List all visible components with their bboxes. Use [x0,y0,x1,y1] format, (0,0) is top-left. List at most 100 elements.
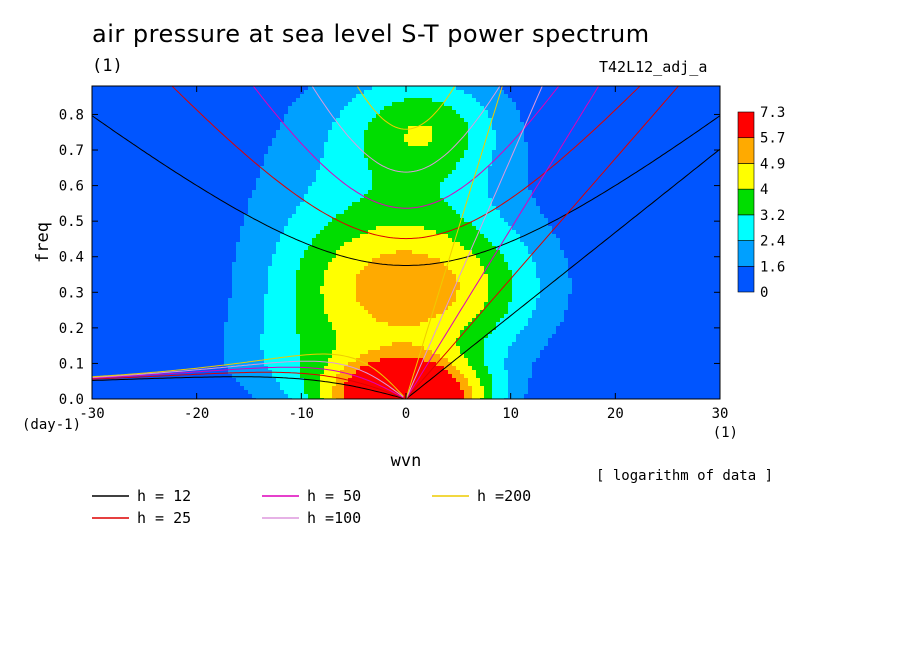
heatmap-cell [164,206,169,211]
heatmap-cell [172,170,177,175]
heatmap-cell [612,190,617,195]
heatmap-cell [112,198,117,203]
heatmap-cell [672,146,677,151]
heatmap-cell [204,126,209,131]
heatmap-cell [488,198,493,203]
heatmap-cell [668,86,673,91]
heatmap-cell [412,178,417,183]
heatmap-cell [196,158,201,163]
heatmap-cell [104,158,109,163]
heatmap-cell [460,166,465,171]
heatmap-cell [440,154,445,159]
heatmap-cell [412,150,417,155]
heatmap-cell [228,114,233,119]
heatmap-cell [176,202,181,207]
heatmap-cell [564,106,569,111]
heatmap-cell [216,170,221,175]
heatmap-cell [620,110,625,115]
heatmap-cell [652,198,657,203]
heatmap-cell [460,162,465,167]
heatmap-cell [292,130,297,135]
heatmap-cell [292,142,297,147]
chart-subtitle: (1) [92,56,123,76]
heatmap-cell [108,154,113,159]
heatmap-cell [588,178,593,183]
heatmap-cell [244,98,249,103]
heatmap-cell [148,102,153,107]
heatmap-cell [436,206,441,211]
heatmap-cell [652,122,657,127]
heatmap-cell [152,138,157,143]
heatmap-cell [536,102,541,107]
heatmap-cell [284,110,289,115]
heatmap-cell [232,118,237,123]
heatmap-cell [708,106,713,111]
heatmap-cell [584,186,589,191]
heatmap-cell [592,154,597,159]
heatmap-cell [628,190,633,195]
heatmap-cell [440,118,445,123]
heatmap-cell [632,154,637,159]
heatmap-cell [504,210,509,215]
heatmap-cell [432,130,437,135]
heatmap-cell [252,162,257,167]
heatmap-cell [516,206,521,211]
heatmap-cell [372,162,377,167]
heatmap-cell [268,138,273,143]
heatmap-cell [468,206,473,211]
heatmap-cell [284,174,289,179]
heatmap-cell [364,118,369,123]
heatmap-cell [108,194,113,199]
heatmap-cell [548,174,553,179]
heatmap-cell [352,190,357,195]
heatmap-cell [380,142,385,147]
heatmap-cell [412,158,417,163]
heatmap-cell [384,114,389,119]
heatmap-cell [716,166,720,171]
heatmap-cell [668,126,673,131]
heatmap-cell [260,98,265,103]
heatmap-cell [448,194,453,199]
heatmap-cell [272,106,277,111]
heatmap-cell [316,110,321,115]
heatmap-cell [520,182,525,187]
heatmap-cell [228,98,233,103]
heatmap-cell [232,122,237,127]
heatmap-cell [512,182,517,187]
heatmap-cell [484,206,489,211]
heatmap-cell [636,90,641,95]
heatmap-cell [320,126,325,131]
heatmap-cell [160,150,165,155]
heatmap-cell [620,178,625,183]
heatmap-cell [324,206,329,211]
heatmap-cell [360,102,365,107]
heatmap-cell [288,210,293,215]
heatmap-cell [400,186,405,191]
heatmap-cell [224,206,229,211]
heatmap-cell [468,86,473,91]
heatmap-cell [396,86,401,91]
heatmap-cell [456,90,461,95]
heatmap-cell [628,202,633,207]
heatmap-cell [608,126,613,131]
heatmap-cell [116,162,121,167]
heatmap-cell [496,110,501,115]
heatmap-cell [140,94,145,99]
heatmap-cell [144,110,149,115]
heatmap-cell [192,194,197,199]
heatmap-cell [568,126,573,131]
heatmap-cell [356,102,361,107]
heatmap-cell [516,154,521,159]
heatmap-cell [388,162,393,167]
heatmap-cell [496,130,501,135]
heatmap-cell [368,86,373,91]
heatmap-cell [336,134,341,139]
heatmap-cell [228,166,233,171]
heatmap-cell [160,122,165,127]
heatmap-cell [524,90,529,95]
heatmap-cell [708,138,713,143]
heatmap-cell [252,178,257,183]
heatmap-cell [184,90,189,95]
heatmap-cell [284,94,289,99]
heatmap-cell [188,114,193,119]
